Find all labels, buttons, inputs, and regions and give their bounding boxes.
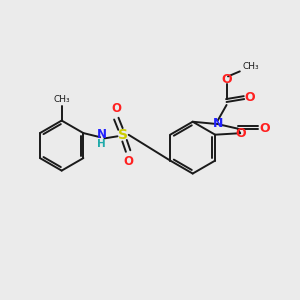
Text: O: O [111, 102, 121, 115]
Text: O: O [245, 92, 255, 104]
Text: CH₃: CH₃ [243, 62, 260, 71]
Text: N: N [97, 128, 106, 141]
Text: O: O [259, 122, 270, 135]
Text: O: O [221, 73, 232, 86]
Text: H: H [97, 139, 106, 149]
Text: N: N [212, 117, 223, 130]
Text: O: O [236, 127, 246, 140]
Text: S: S [118, 128, 128, 142]
Text: O: O [123, 155, 133, 168]
Text: CH₃: CH₃ [53, 95, 70, 104]
